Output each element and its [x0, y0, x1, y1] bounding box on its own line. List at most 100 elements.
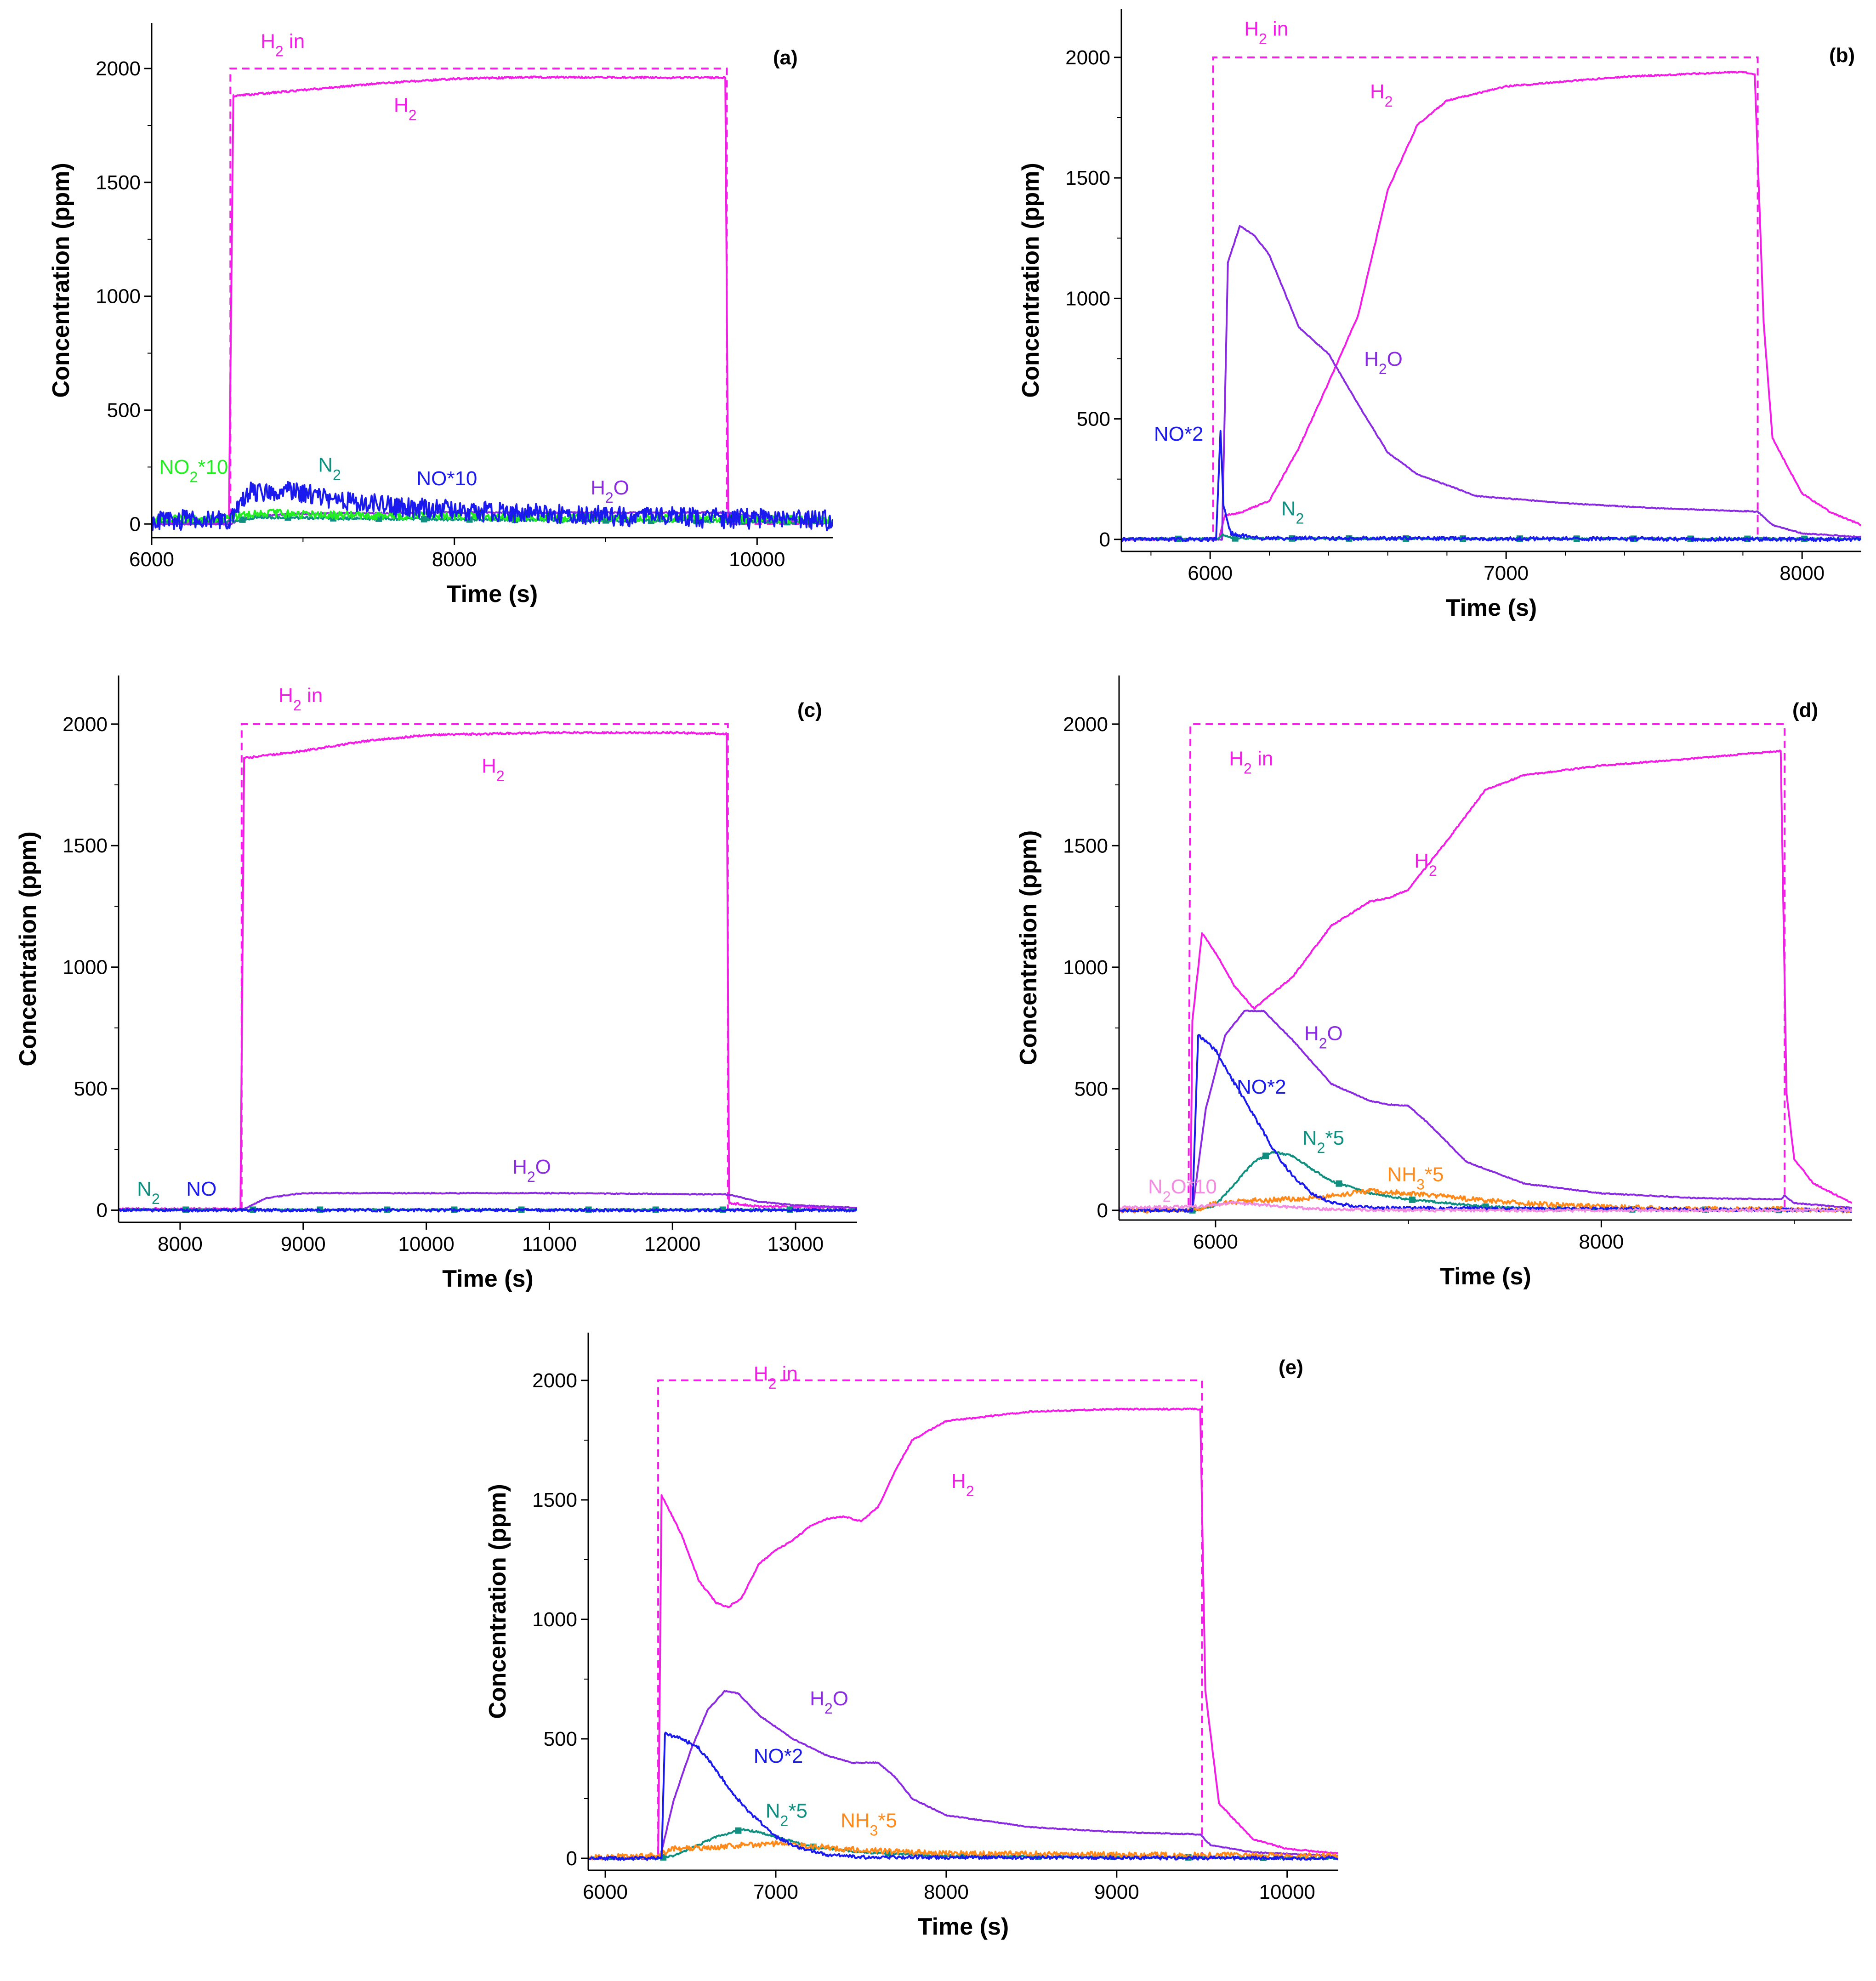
y-tick-label: 2000 [1063, 713, 1108, 736]
chart-panel-d: 0 500 1000 1500 2000 6000 8000 Time (s) Concentr… [1015, 675, 1852, 1290]
y-axis-label: Concentration (ppm) [1015, 830, 1042, 1065]
y-tick-label: 500 [1077, 408, 1110, 431]
series-b-h2o [1121, 225, 1861, 541]
series-e-h2o [588, 1690, 1338, 1860]
annotation-label: N2*5 [1302, 1127, 1344, 1156]
x-tick-label: 8000 [432, 548, 477, 571]
x-tick-label: 8000 [158, 1233, 203, 1255]
x-axis-label: Time (s) [1440, 1263, 1531, 1290]
y-tick-label: 1500 [532, 1489, 577, 1511]
annotation-label: NO [186, 1178, 216, 1200]
x-tick-label: 6000 [129, 548, 174, 571]
x-tick-label: 12000 [644, 1233, 700, 1255]
y-tick-label: 1500 [1065, 167, 1110, 189]
annotation-label: H2 [1370, 80, 1393, 110]
series-c-h2o [119, 1192, 857, 1212]
y-tick-label: 500 [107, 399, 141, 421]
series-c-no [119, 1208, 857, 1213]
plot-area-c [119, 723, 857, 1213]
annotation-label: N2 [1281, 497, 1304, 527]
series-a-h2-in [152, 68, 833, 525]
panel-label: (c) [797, 699, 822, 721]
x-axis-label: Time (s) [447, 581, 538, 607]
annotation-label: N2O*10 [1148, 1175, 1217, 1205]
series-e-h2-in [588, 1379, 1338, 1859]
annotation-label: H2 [951, 1470, 974, 1499]
annotation-label: H2O [591, 477, 629, 506]
panel-label: (b) [1829, 44, 1855, 67]
annotation-label: N2 [137, 1178, 160, 1207]
annotation-label: H2 [1414, 850, 1437, 879]
y-tick-label: 1000 [1063, 956, 1108, 979]
chart-panel-c: 0 500 1000 1500 2000 8000 9000 10000 11000 12000 1… [15, 675, 857, 1292]
annotation-label: H2O [512, 1156, 551, 1185]
x-axis-label: Time (s) [442, 1266, 533, 1292]
annotation-label: H2 in [754, 1362, 798, 1392]
plot-area-d [1119, 723, 1852, 1214]
marker-a-n2 [421, 516, 427, 522]
y-tick-label: 500 [544, 1728, 577, 1750]
y-tick-label: 2000 [63, 713, 108, 736]
annotation-label: H2O [810, 1687, 848, 1717]
x-tick-label: 6000 [1193, 1231, 1238, 1253]
plot-area-b [1121, 56, 1861, 542]
panel-label: (e) [1279, 1356, 1303, 1379]
marker-d-n2-5 [1262, 1152, 1269, 1159]
y-tick-label: 0 [1099, 528, 1110, 551]
series-e-h2 [588, 1407, 1338, 1860]
y-tick-label: 0 [130, 513, 141, 535]
x-tick-label: 13000 [767, 1233, 824, 1255]
marker-a-n2 [239, 516, 246, 523]
series-e-no-2 [588, 1731, 1338, 1861]
annotation-label: H2 in [1244, 18, 1288, 47]
marker-e-n2-5 [735, 1827, 742, 1834]
y-axis-label: Concentration (ppm) [484, 1484, 511, 1719]
annotation-label: NO*2 [1154, 423, 1204, 445]
y-tick-label: 2000 [532, 1369, 577, 1392]
x-tick-label: 10000 [398, 1233, 454, 1255]
series-a-h2 [152, 75, 833, 525]
plot-area-a [152, 68, 833, 532]
y-tick-label: 1500 [63, 834, 108, 857]
y-tick-label: 1000 [1065, 287, 1110, 310]
series-a-no2-10 [152, 508, 833, 524]
y-tick-label: 1000 [63, 956, 108, 979]
annotation-label: NO*10 [416, 467, 477, 490]
x-tick-label: 8000 [1779, 562, 1825, 585]
y-tick-label: 500 [74, 1078, 108, 1100]
x-axis-label: Time (s) [918, 1913, 1009, 1940]
plot-area-e [588, 1379, 1338, 1862]
chart-panel-a: 0 500 1000 1500 2000 6000 8000 10000 Time (s) Con… [48, 23, 833, 607]
annotation-label: H2 in [1229, 748, 1273, 777]
annotation-label: H2O [1364, 348, 1403, 377]
y-tick-label: 0 [1097, 1199, 1108, 1222]
x-tick-label: 10000 [729, 548, 785, 571]
x-tick-label: 9000 [281, 1233, 326, 1255]
series-d-h2-in [1119, 723, 1852, 1211]
y-axis-label: Concentration (ppm) [1018, 163, 1044, 397]
series-a-no-10 [152, 481, 833, 532]
y-axis-label: Concentration (ppm) [15, 831, 41, 1066]
series-d-h2o [1119, 1010, 1852, 1212]
series-d-h2 [1119, 749, 1852, 1212]
series-d-no-2 [1119, 1034, 1852, 1213]
x-tick-label: 8000 [1579, 1231, 1624, 1253]
series-c-h2 [119, 731, 857, 1211]
panel-label: (d) [1792, 699, 1818, 721]
y-tick-label: 500 [1074, 1078, 1108, 1100]
y-tick-label: 1000 [532, 1608, 577, 1631]
series-b-h2 [1121, 70, 1861, 541]
annotation-label: N2 [318, 454, 341, 483]
series-d-n2o-10 [1119, 1201, 1852, 1213]
chart-panel-e: 0 500 1000 1500 2000 6000 7000 8000 9000 10000 Tim… [484, 1333, 1338, 1940]
annotation-label: NO*2 [1237, 1076, 1286, 1098]
y-tick-label: 0 [566, 1847, 577, 1870]
y-tick-label: 1500 [96, 171, 141, 194]
x-axis-label: Time (s) [1446, 595, 1537, 621]
annotation-label: H2O [1304, 1022, 1343, 1052]
series-b-h2-in [1121, 56, 1861, 540]
annotation-label: H2 in [279, 684, 323, 714]
annotation-label: H2 [482, 755, 505, 784]
